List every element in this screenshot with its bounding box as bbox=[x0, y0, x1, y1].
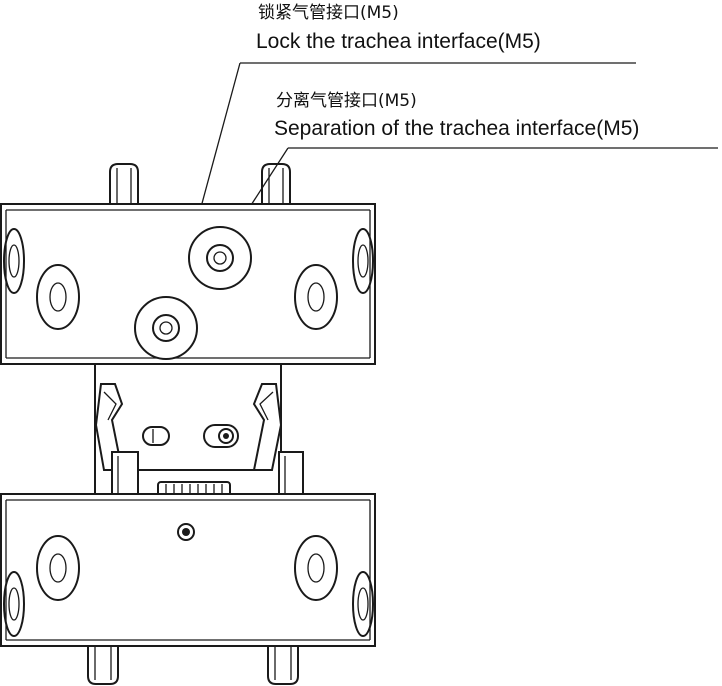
separation-port-label-en: Separation of the trachea interface(M5) bbox=[274, 117, 640, 140]
bottom-block bbox=[0, 493, 376, 647]
top-guide-pin-left bbox=[109, 163, 139, 204]
lock-air-port bbox=[134, 296, 198, 360]
middle-jaw-mechanism bbox=[94, 359, 304, 497]
lock-port-label-cn: 锁紧气管接口(M5) bbox=[258, 3, 399, 23]
top-guide-pin-right bbox=[261, 163, 291, 204]
lock-port-label-en: Lock the trachea interface(M5) bbox=[256, 30, 541, 53]
bottom-guide-pin-left bbox=[87, 646, 119, 685]
separation-port-label-cn: 分离气管接口(M5) bbox=[276, 91, 417, 111]
separation-air-port bbox=[188, 226, 252, 290]
bottom-guide-pin-right bbox=[267, 646, 299, 685]
